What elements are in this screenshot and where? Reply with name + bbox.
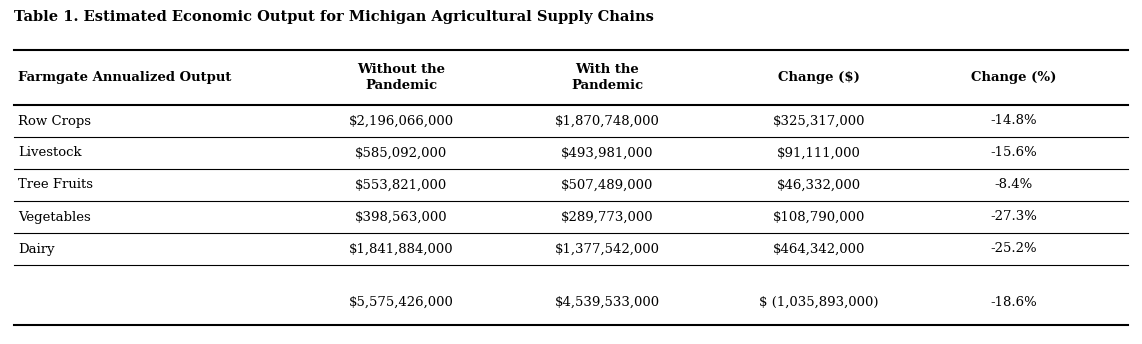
Text: $108,790,000: $108,790,000 — [773, 211, 864, 224]
Text: Without the
Pandemic: Without the Pandemic — [357, 63, 445, 92]
Text: $553,821,000: $553,821,000 — [355, 179, 448, 192]
Text: $1,841,884,000: $1,841,884,000 — [348, 243, 453, 256]
Text: $5,575,426,000: $5,575,426,000 — [348, 295, 453, 309]
Text: Farmgate Annualized Output: Farmgate Annualized Output — [18, 71, 232, 84]
Text: $91,111,000: $91,111,000 — [777, 147, 861, 160]
Text: $289,773,000: $289,773,000 — [561, 211, 653, 224]
Text: Tree Fruits: Tree Fruits — [18, 179, 93, 192]
Text: $464,342,000: $464,342,000 — [773, 243, 864, 256]
Text: With the
Pandemic: With the Pandemic — [571, 63, 643, 92]
Text: $1,870,748,000: $1,870,748,000 — [555, 115, 660, 128]
Text: Table 1. Estimated Economic Output for Michigan Agricultural Supply Chains: Table 1. Estimated Economic Output for M… — [14, 10, 654, 24]
Text: $507,489,000: $507,489,000 — [561, 179, 653, 192]
Text: $46,332,000: $46,332,000 — [777, 179, 861, 192]
Text: $585,092,000: $585,092,000 — [355, 147, 448, 160]
Text: $398,563,000: $398,563,000 — [355, 211, 448, 224]
Text: $4,539,533,000: $4,539,533,000 — [555, 295, 660, 309]
Text: $2,196,066,000: $2,196,066,000 — [348, 115, 453, 128]
Text: $493,981,000: $493,981,000 — [561, 147, 653, 160]
Text: $325,317,000: $325,317,000 — [773, 115, 866, 128]
Text: $ (1,035,893,000): $ (1,035,893,000) — [759, 295, 878, 309]
Text: Dairy: Dairy — [18, 243, 55, 256]
Text: -8.4%: -8.4% — [995, 179, 1034, 192]
Text: -18.6%: -18.6% — [990, 295, 1037, 309]
Text: Livestock: Livestock — [18, 147, 81, 160]
Text: -27.3%: -27.3% — [990, 211, 1037, 224]
Text: Row Crops: Row Crops — [18, 115, 91, 128]
Text: Change ($): Change ($) — [778, 71, 860, 84]
Text: Vegetables: Vegetables — [18, 211, 90, 224]
Text: -25.2%: -25.2% — [990, 243, 1037, 256]
Text: $1,377,542,000: $1,377,542,000 — [555, 243, 660, 256]
Text: Change (%): Change (%) — [971, 71, 1056, 84]
Text: -14.8%: -14.8% — [990, 115, 1037, 128]
Text: -15.6%: -15.6% — [990, 147, 1037, 160]
